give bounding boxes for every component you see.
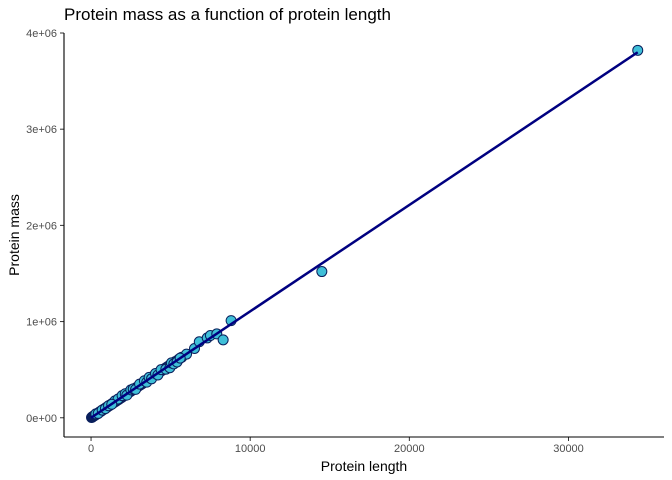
y-axis-title: Protein mass: [6, 194, 22, 276]
x-tick-label: 20000: [394, 443, 425, 455]
y-tick-label: 3e+06: [26, 124, 57, 136]
x-axis-ticks: 0 10000 20000 30000: [88, 437, 584, 455]
y-tick-label: 0e+00: [26, 413, 57, 425]
x-tick-label: 10000: [235, 443, 266, 455]
trend-line-layer: [90, 51, 639, 419]
x-axis-title: Protein length: [321, 458, 407, 474]
data-point: [217, 334, 229, 346]
y-axis-ticks: 0e+00 1e+06 2e+06 3e+06 4e+06: [26, 28, 64, 425]
x-tick-label: 0: [88, 443, 94, 455]
y-tick-label: 4e+06: [26, 28, 57, 40]
x-tick-label: 30000: [553, 443, 584, 455]
y-tick-label: 1e+06: [26, 317, 57, 329]
data-point: [316, 266, 328, 278]
y-tick-label: 2e+06: [26, 220, 57, 232]
trend-line: [90, 51, 639, 419]
chart-title: Protein mass as a function of protein le…: [64, 5, 391, 24]
